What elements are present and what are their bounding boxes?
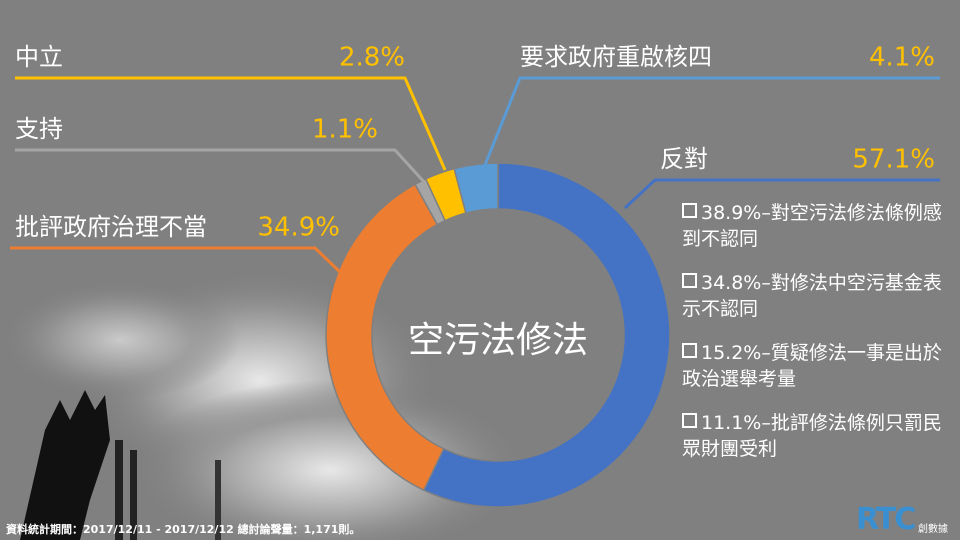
value-label: 4.1%: [869, 43, 935, 73]
note: 11.1%–批評修法條例只罰民眾財團受利: [682, 410, 944, 462]
value-label: 34.9%: [257, 213, 340, 243]
category-label: 要求政府重啟核四: [520, 43, 712, 71]
value-label: 2.8%: [339, 43, 405, 73]
leader-line: [483, 76, 940, 166]
logo: RTC: [856, 502, 916, 537]
donut-slice: [422, 162, 671, 508]
logo-subtitle: 創數據: [918, 524, 948, 535]
category-label: 中立: [15, 43, 63, 71]
note: 15.2%–質疑修法一事是出於政治選舉考量: [682, 340, 944, 392]
note: 34.8%–對修法中空污基金表示不認同: [682, 270, 944, 322]
note: 38.9%–對空污法修法條例感到不認同: [682, 200, 944, 252]
footer: 資料統計期間：2017/12/11 - 2017/12/12 總討論聲量：1,1…: [6, 523, 361, 536]
donut-slice: [325, 183, 445, 492]
category-label: 反對: [660, 145, 708, 173]
value-label: 1.1%: [312, 115, 378, 145]
leader-line: [15, 148, 427, 185]
leader-line: [623, 178, 940, 210]
leader-line: [10, 246, 342, 274]
value-label: 57.1%: [852, 145, 935, 175]
category-label: 支持: [15, 115, 63, 143]
center-label: 空污法修法: [408, 320, 588, 361]
category-label: 批評政府治理不當: [15, 213, 207, 241]
leader-line: [15, 76, 447, 171]
donut-slice: [453, 162, 499, 215]
